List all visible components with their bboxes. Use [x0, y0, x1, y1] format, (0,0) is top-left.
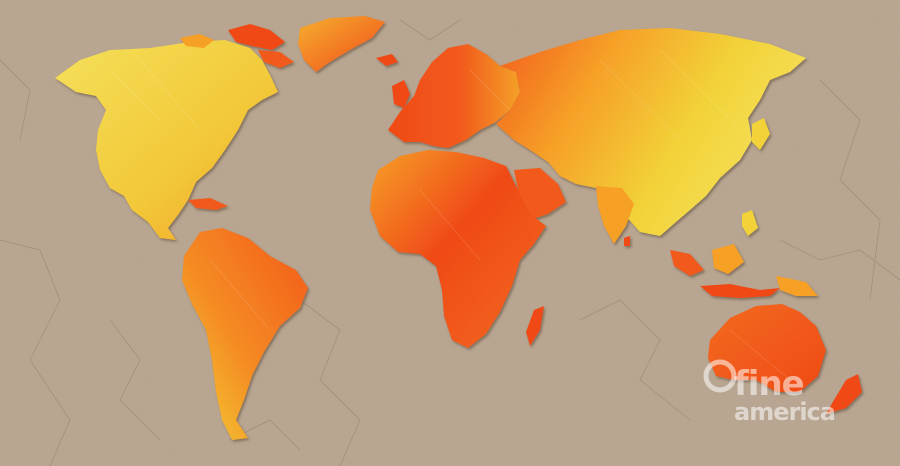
australia	[708, 304, 826, 392]
arctic-islands-2	[180, 34, 214, 48]
north-america	[55, 40, 278, 240]
japan	[752, 118, 770, 150]
new-zealand	[826, 374, 862, 414]
southeast-asia-islands	[670, 250, 704, 276]
arabia	[514, 168, 566, 220]
asia	[496, 28, 806, 236]
brush-strokes	[109, 49, 791, 381]
arctic-islands	[228, 24, 285, 50]
indonesia	[700, 284, 780, 298]
greenland	[298, 16, 385, 72]
borneo	[712, 244, 744, 274]
arctic-islands-3	[258, 50, 294, 68]
india	[596, 186, 634, 244]
sri-lanka	[624, 236, 630, 246]
background-cracks	[0, 19, 900, 466]
philippines	[742, 210, 758, 236]
iceland	[376, 54, 398, 66]
madagascar	[526, 306, 544, 346]
africa	[370, 150, 546, 348]
new-guinea	[776, 276, 818, 296]
europe	[388, 44, 520, 148]
british-isles	[392, 80, 410, 108]
continents	[55, 16, 862, 440]
south-america	[182, 228, 308, 440]
caribbean	[188, 198, 228, 210]
